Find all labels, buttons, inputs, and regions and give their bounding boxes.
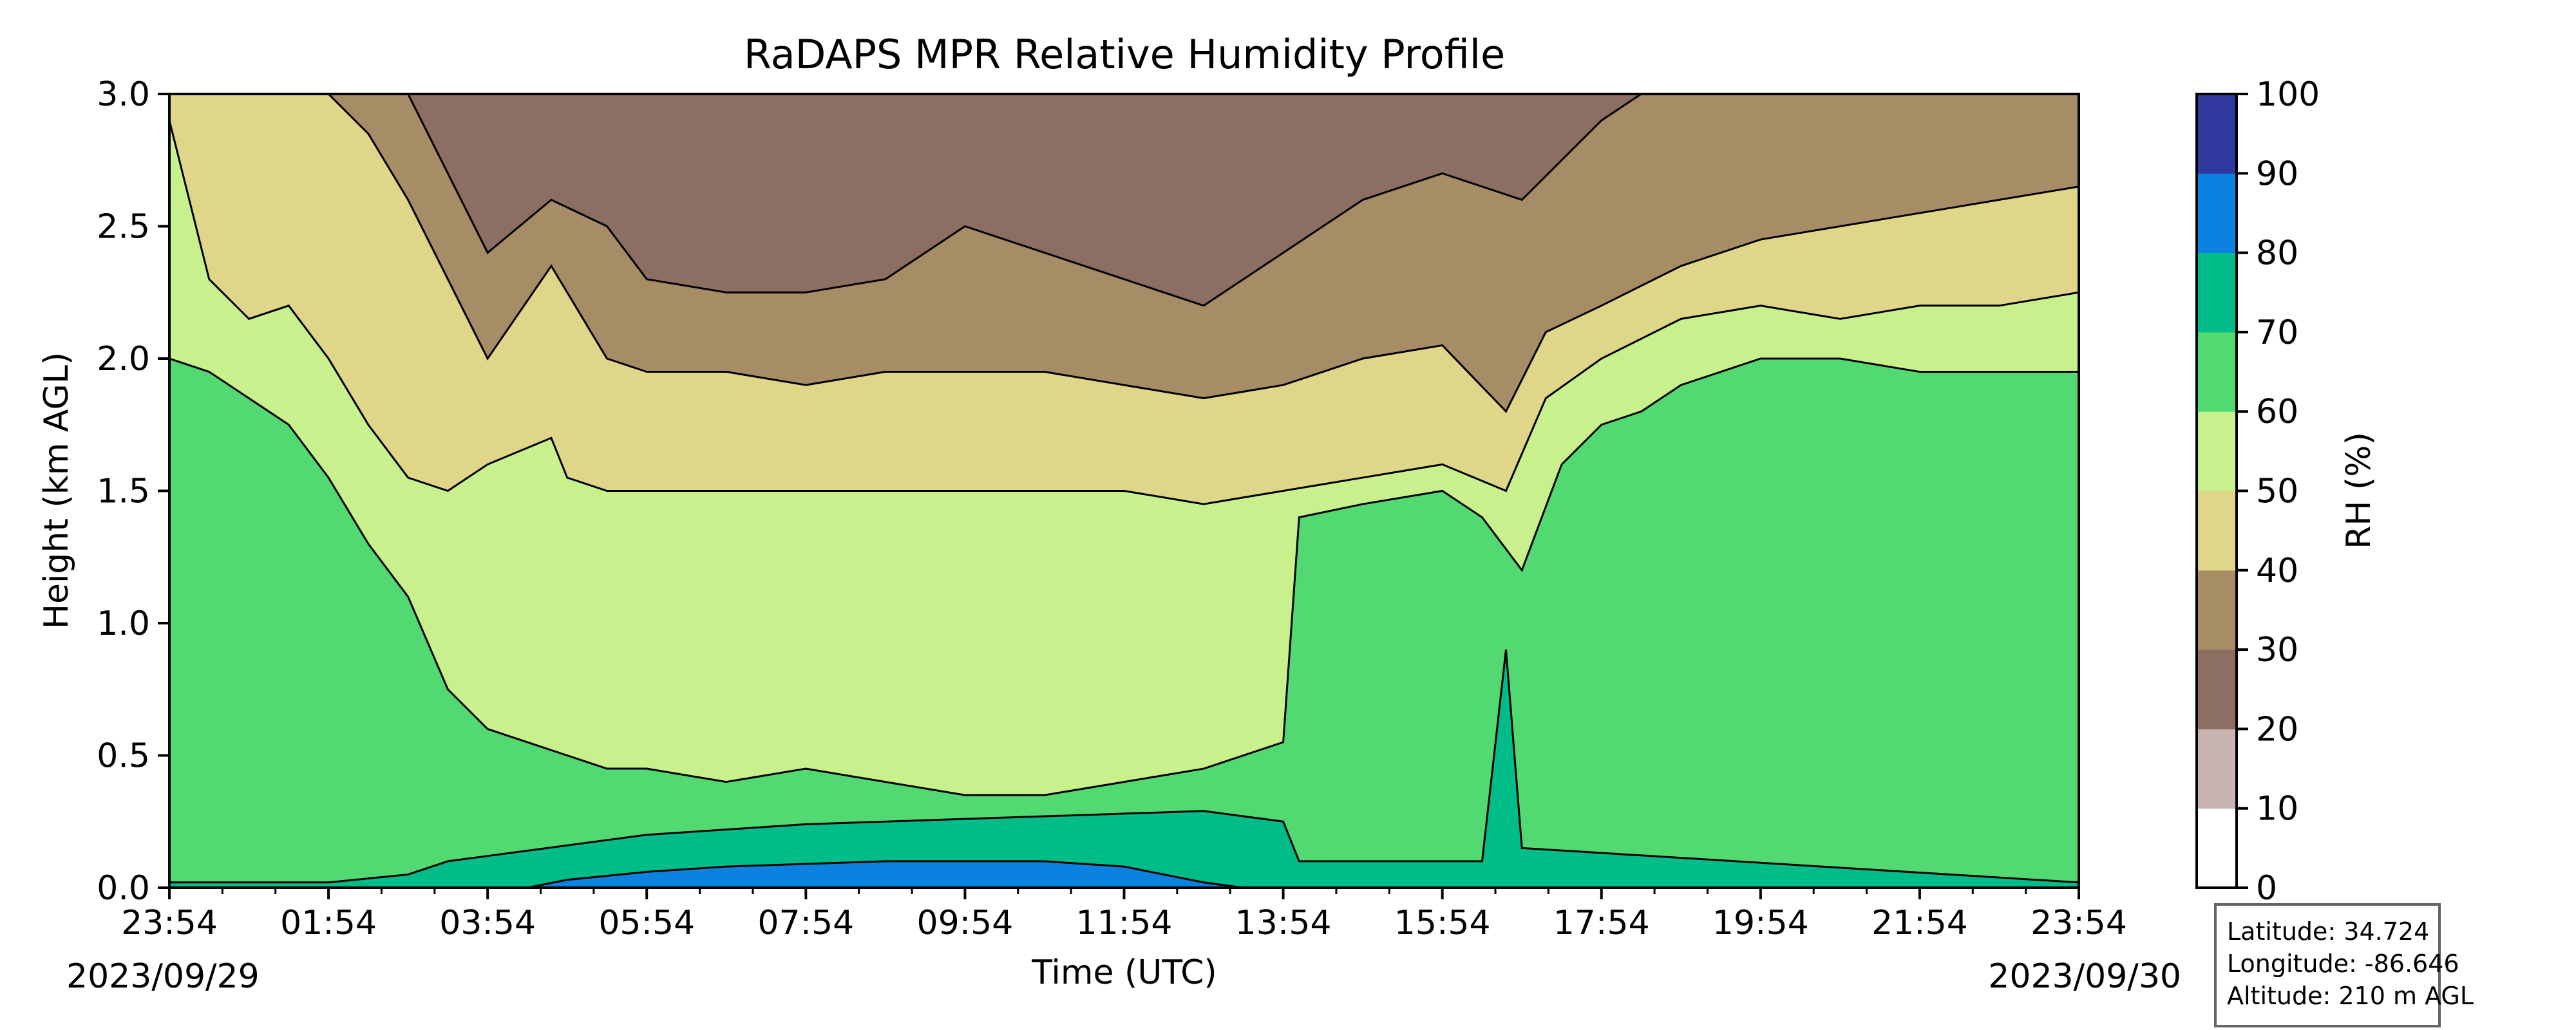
contour-line-60 — [169, 357, 2079, 796]
longitude-text: Longitude: -86.646 — [2227, 950, 2459, 978]
x-tick-label: 17:54 — [1553, 904, 1650, 942]
y-tick-label: 1.5 — [97, 473, 150, 511]
x-axis-label: Time (UTC) — [1031, 953, 1217, 992]
x-tick-label: 09:54 — [916, 904, 1013, 942]
colorbar-band — [2197, 94, 2237, 174]
x-tick-label: 01:54 — [280, 904, 377, 942]
y-tick-label: 0.5 — [97, 737, 150, 776]
colorbar-label: RH (%) — [2340, 432, 2378, 549]
y-tick-label: 1.0 — [97, 604, 150, 643]
colorbar-tick-label: 30 — [2256, 631, 2298, 670]
colorbar-band — [2197, 650, 2237, 729]
colorbar-tick-label: 20 — [2256, 710, 2298, 749]
colorbar-band — [2197, 411, 2237, 491]
contour-line-30 — [404, 94, 1643, 307]
contour-line-70 — [169, 649, 2079, 884]
x-tick-label: 23:54 — [2031, 904, 2127, 942]
y-tick-label: 2.5 — [97, 208, 150, 247]
x-tick-label: 13:54 — [1235, 904, 1332, 942]
colorbar-tick-label: 80 — [2256, 234, 2298, 273]
x-tick-label: 23:54 — [121, 904, 218, 942]
x-axis: 23:54 01:54 03:54 05:54 07:54 09:54 11:54 13:54… — [121, 888, 2127, 942]
y-tick-label: 2.0 — [97, 340, 150, 379]
contour-band-70 — [169, 650, 2079, 888]
y-tick-label: 3.0 — [97, 75, 150, 114]
x-tick-label: 19:54 — [1712, 904, 1809, 942]
colorbar-tick-label: 40 — [2256, 552, 2298, 590]
colorbar-band — [2197, 252, 2237, 333]
colorbar-band — [2197, 491, 2237, 571]
contour-line-80 — [169, 860, 1244, 888]
colorbar-tick-label: 100 — [2256, 75, 2320, 114]
colorbar-band — [2197, 570, 2237, 650]
altitude-text: Altitude: 210 m AGL — [2227, 982, 2474, 1010]
colorbar-band — [2197, 173, 2237, 254]
x-tick-label: 03:54 — [439, 904, 536, 942]
contour-band-60 — [169, 359, 2079, 888]
contour-band-80 — [169, 861, 1244, 888]
y-axis: 0.0 0.5 1.0 1.5 2.0 2.5 3.0 — [97, 75, 169, 908]
colorbar-tick-label: 60 — [2256, 393, 2298, 431]
colorbar-tick-label: 90 — [2256, 154, 2298, 193]
colorbar-band — [2197, 332, 2237, 412]
start-date-label: 2023/09/29 — [66, 957, 260, 996]
x-tick-label: 21:54 — [1871, 904, 1968, 942]
contour-line-40 — [325, 94, 2079, 413]
end-date-label: 2023/09/30 — [1988, 957, 2181, 996]
x-tick-label: 07:54 — [757, 904, 854, 942]
colorbar-tick-label: 0 — [2256, 869, 2277, 908]
latitude-text: Latitude: 34.724 — [2227, 917, 2429, 946]
contour-line-50 — [169, 120, 2079, 505]
y-axis-label: Height (km AGL) — [37, 352, 76, 629]
chart-title: RaDAPS MPR Relative Humidity Profile — [744, 31, 1505, 78]
x-tick-label: 15:54 — [1394, 904, 1491, 942]
colorbar-tick-label: 50 — [2256, 473, 2298, 511]
colorbar-tick-label: 10 — [2256, 790, 2298, 829]
contour-fill-layer — [169, 94, 2079, 888]
location-info-box: Latitude: 34.724 Longitude: -86.646 Alti… — [2214, 903, 2474, 1027]
colorbar: 0 10 20 30 40 50 60 70 80 90 100 — [2195, 75, 2320, 908]
colorbar-tick-label: 70 — [2256, 314, 2298, 352]
x-tick-label: 11:54 — [1076, 904, 1173, 942]
colorbar-band — [2197, 729, 2237, 809]
x-tick-label: 05:54 — [598, 904, 695, 942]
y-tick-label: 0.0 — [97, 869, 150, 908]
colorbar-band — [2197, 808, 2237, 888]
